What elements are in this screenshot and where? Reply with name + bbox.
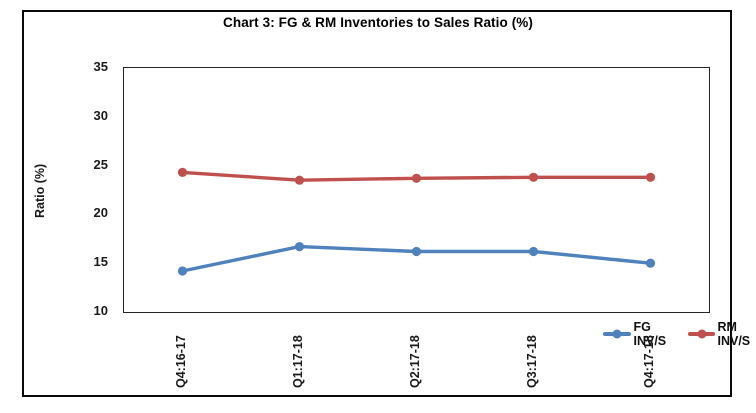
plot-area: FG INV/S RM INV/S [123,67,750,348]
y-tick-label: 35 [93,59,108,74]
y-tick-label: 10 [93,303,108,318]
legend-entry-fg: FG INV/S [603,320,675,348]
y-tick-label: 20 [93,205,108,221]
data-point-marker [177,167,188,177]
data-point-marker [411,246,422,257]
y-tick-label: 30 [93,107,108,123]
data-point-marker [528,172,539,182]
x-tick-label: Q1:17-18 [290,335,305,388]
data-point-marker [645,172,656,182]
x-tick-label: Q4:16-17 [173,335,188,388]
data-point-marker [177,266,188,276]
x-tick-label: Q2:17-18 [407,335,422,388]
fg-marker-dot [612,329,622,339]
rm-line-marker-swatch [687,329,716,339]
data-point-marker [294,242,305,252]
legend-label-rm: RM INV/S [717,320,751,348]
legend: FG INV/S RM INV/S [603,320,756,348]
y-tick-label: 25 [93,156,108,172]
y-tick-label: 15 [93,254,108,270]
x-tick-label: Q3:17-18 [524,335,539,388]
data-point-marker [294,175,305,185]
y-axis-title: Ratio (%) [33,163,47,218]
data-point-marker [645,258,656,268]
chart-title: Chart 3: FG & RM Inventories to Sales Ra… [223,15,533,30]
fg-line-marker-swatch [603,329,632,339]
series-plot [177,167,656,276]
data-point-marker [411,173,422,183]
data-point-marker [528,246,539,257]
rm-marker-dot [697,329,707,339]
x-tick-label: Q4:17-18 [641,335,656,388]
legend-entry-rm: RM INV/S [687,320,756,348]
legend-label-fg: FG INV/S [633,320,667,348]
